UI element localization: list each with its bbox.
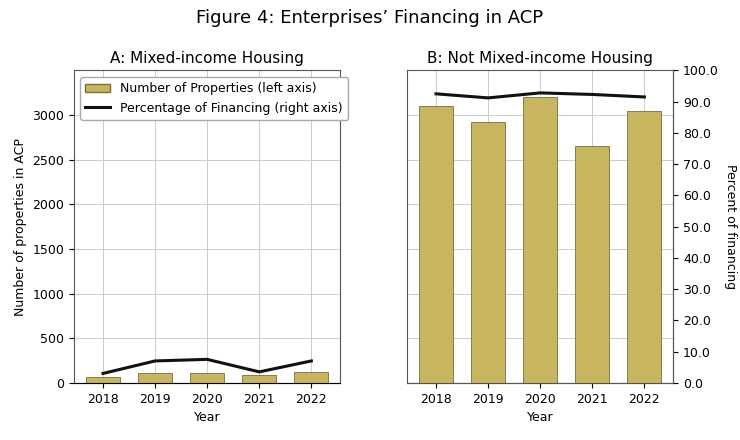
Y-axis label: Percent of financing: Percent of financing (724, 164, 737, 289)
Bar (295, 372, 329, 383)
Title: B: Not Mixed-income Housing: B: Not Mixed-income Housing (427, 51, 653, 66)
Bar (471, 122, 505, 383)
X-axis label: Year: Year (194, 411, 221, 424)
Bar (86, 377, 120, 383)
Y-axis label: Number of properties in ACP: Number of properties in ACP (14, 138, 27, 315)
X-axis label: Year: Year (527, 411, 554, 424)
Bar (190, 373, 224, 383)
Bar (243, 375, 276, 383)
Bar (419, 106, 453, 383)
Bar (576, 146, 609, 383)
Title: A: Mixed-income Housing: A: Mixed-income Housing (110, 51, 304, 66)
Bar (138, 373, 172, 383)
Bar (628, 110, 662, 383)
Bar (523, 97, 557, 383)
Text: Figure 4: Enterprises’ Financing in ACP: Figure 4: Enterprises’ Financing in ACP (196, 9, 544, 27)
Legend: Number of Properties (left axis), Percentage of Financing (right axis): Number of Properties (left axis), Percen… (81, 77, 348, 120)
